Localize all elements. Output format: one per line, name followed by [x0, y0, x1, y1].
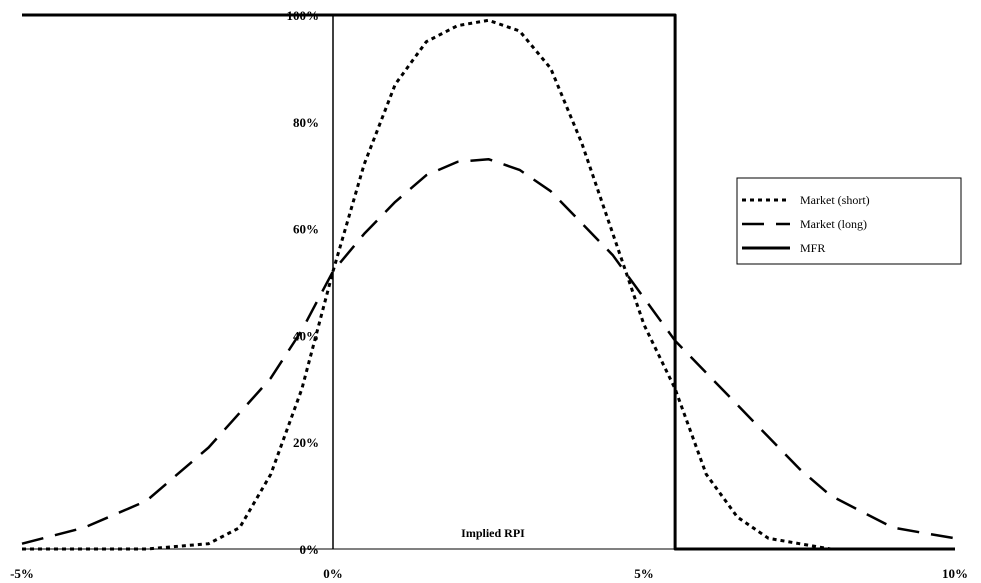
series-layer — [21, 13, 956, 551]
y-tick-label: 80% — [293, 115, 319, 130]
series-line-mfr — [22, 13, 955, 551]
legend-label: MFR — [800, 241, 825, 255]
x-tick-label: 10% — [942, 566, 968, 581]
x-tick-label: 5% — [634, 566, 654, 581]
x-tick-label: -5% — [10, 566, 34, 581]
y-tick-label: 60% — [293, 222, 319, 237]
legend: Market (short) Market (long) MFR — [736, 177, 962, 265]
y-tick-label: 100% — [287, 8, 320, 23]
y-tick-label: 20% — [293, 435, 319, 450]
series-line-market-short — [22, 18, 955, 551]
tick-layer: 0% 20% 40% 60% 80% 100% -5% 0% 5% 10% — [10, 8, 968, 581]
legend-box — [736, 177, 962, 265]
axes — [22, 15, 955, 550]
series-line-market-long — [21, 157, 956, 545]
y-tick-label: 40% — [293, 328, 319, 343]
y-tick-label: 0% — [300, 542, 320, 557]
x-tick-label: 0% — [323, 566, 343, 581]
legend-label: Market (long) — [800, 217, 867, 231]
x-axis-label: Implied RPI — [461, 526, 525, 540]
legend-label: Market (short) — [800, 193, 870, 207]
